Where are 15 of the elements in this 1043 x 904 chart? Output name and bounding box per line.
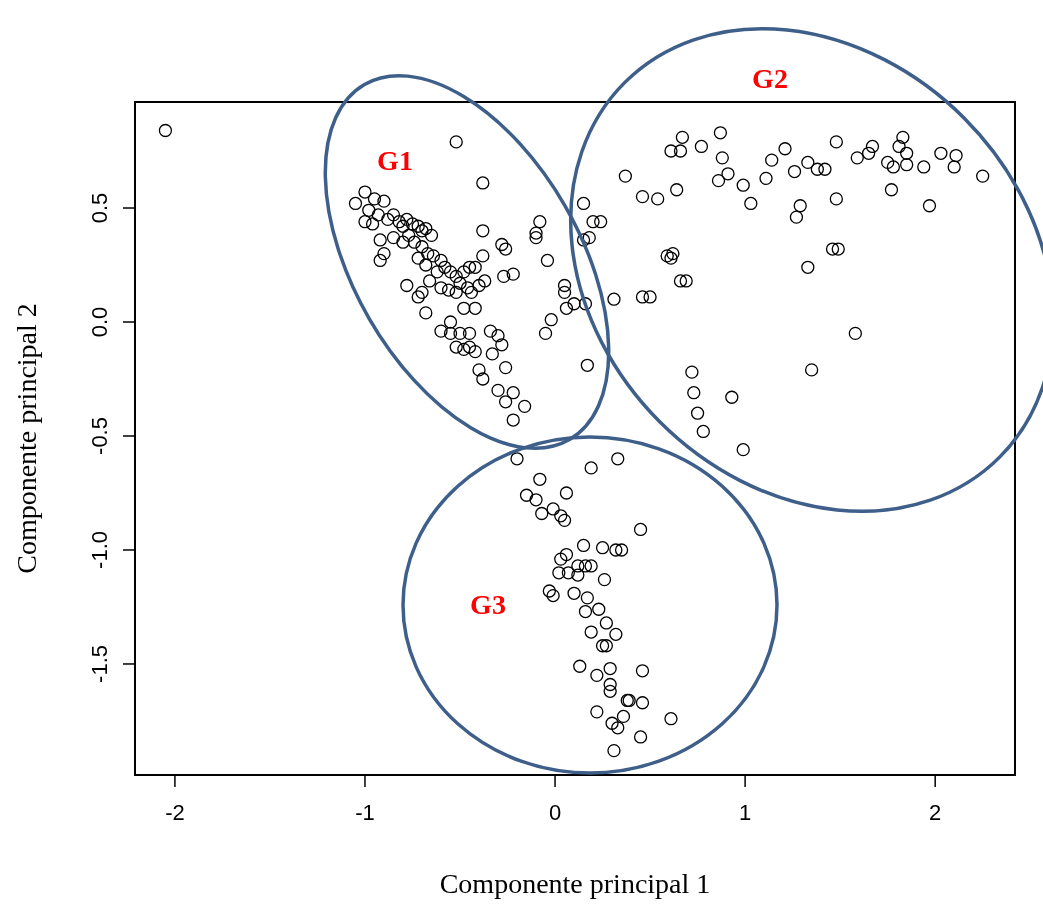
text: G2 <box>752 63 788 94</box>
x-tick-label: 0 <box>548 800 562 825</box>
x-tick-label: 1 <box>738 800 752 825</box>
x-axis-title: Componente principal 1 <box>439 868 711 899</box>
annotation: G3 <box>470 589 506 620</box>
y-tick-label: -0.5 <box>87 417 112 455</box>
y-axis-title: Componente principal 2 <box>11 303 42 574</box>
x-tick-label: 2 <box>929 800 942 825</box>
y-tick-label: -1.0 <box>87 531 112 569</box>
x-tick-label: -2 <box>165 800 185 825</box>
y-tick-label: -1.5 <box>87 645 112 683</box>
y-tick-label: 0.0 <box>87 306 112 338</box>
annotation: G1 <box>377 145 413 176</box>
y-tick-label: 0.5 <box>87 192 112 224</box>
x-tick-label: -1 <box>355 800 375 825</box>
